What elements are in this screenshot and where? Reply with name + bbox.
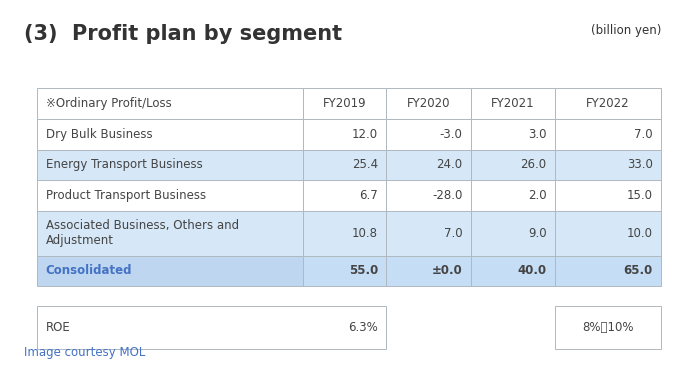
Text: 40.0: 40.0: [517, 264, 547, 277]
Bar: [37, 88, 303, 119]
Bar: [303, 88, 386, 119]
Text: FY2022: FY2022: [586, 97, 630, 110]
Bar: [303, 119, 386, 149]
Text: ±0.0: ±0.0: [432, 264, 462, 277]
Bar: [471, 149, 555, 180]
Text: ROE: ROE: [46, 321, 70, 334]
Text: Associated Business, Others and
Adjustment: Associated Business, Others and Adjustme…: [46, 219, 239, 247]
Text: 10.0: 10.0: [627, 227, 653, 240]
Text: Dry Bulk Business: Dry Bulk Business: [46, 128, 152, 141]
Bar: [37, 255, 303, 286]
Bar: [555, 211, 661, 255]
Text: 6.7: 6.7: [359, 189, 378, 202]
Text: 24.0: 24.0: [437, 159, 462, 171]
Bar: [471, 180, 555, 211]
Text: (3)  Profit plan by segment: (3) Profit plan by segment: [24, 24, 342, 44]
Text: 8%～10%: 8%～10%: [582, 321, 634, 334]
Bar: [386, 255, 471, 286]
Bar: [386, 149, 471, 180]
Bar: [555, 255, 661, 286]
Text: 7.0: 7.0: [634, 128, 653, 141]
Bar: [555, 149, 661, 180]
Text: ※Ordinary Profit/Loss: ※Ordinary Profit/Loss: [46, 97, 171, 110]
Text: 25.4: 25.4: [352, 159, 378, 171]
Text: 6.3%: 6.3%: [348, 321, 378, 334]
Bar: [386, 119, 471, 149]
Text: 9.0: 9.0: [528, 227, 547, 240]
Bar: [37, 306, 386, 349]
Bar: [386, 211, 471, 255]
Text: FY2019: FY2019: [322, 97, 367, 110]
Bar: [37, 211, 303, 255]
Text: (billion yen): (billion yen): [591, 24, 661, 37]
Bar: [555, 119, 661, 149]
Text: -3.0: -3.0: [439, 128, 462, 141]
Bar: [471, 211, 555, 255]
Bar: [471, 88, 555, 119]
Bar: [303, 149, 386, 180]
Bar: [471, 255, 555, 286]
Bar: [555, 88, 661, 119]
Bar: [37, 180, 303, 211]
Text: 2.0: 2.0: [528, 189, 547, 202]
Text: 55.0: 55.0: [349, 264, 378, 277]
Bar: [555, 306, 661, 349]
Text: FY2020: FY2020: [407, 97, 450, 110]
Text: 7.0: 7.0: [444, 227, 462, 240]
Text: -28.0: -28.0: [432, 189, 462, 202]
Text: 15.0: 15.0: [627, 189, 653, 202]
Bar: [37, 119, 303, 149]
Text: 26.0: 26.0: [521, 159, 547, 171]
Bar: [386, 180, 471, 211]
Text: Energy Transport Business: Energy Transport Business: [46, 159, 203, 171]
Text: 10.8: 10.8: [352, 227, 378, 240]
Text: Product Transport Business: Product Transport Business: [46, 189, 205, 202]
Bar: [37, 149, 303, 180]
Text: FY2021: FY2021: [491, 97, 534, 110]
Text: 3.0: 3.0: [528, 128, 547, 141]
Bar: [386, 88, 471, 119]
Text: 65.0: 65.0: [624, 264, 653, 277]
Text: 33.0: 33.0: [627, 159, 653, 171]
Text: 12.0: 12.0: [352, 128, 378, 141]
Bar: [303, 180, 386, 211]
Text: Consolidated: Consolidated: [46, 264, 132, 277]
Bar: [303, 211, 386, 255]
Bar: [303, 255, 386, 286]
Text: Image courtesy MOL: Image courtesy MOL: [24, 346, 145, 359]
Bar: [555, 180, 661, 211]
Bar: [471, 119, 555, 149]
